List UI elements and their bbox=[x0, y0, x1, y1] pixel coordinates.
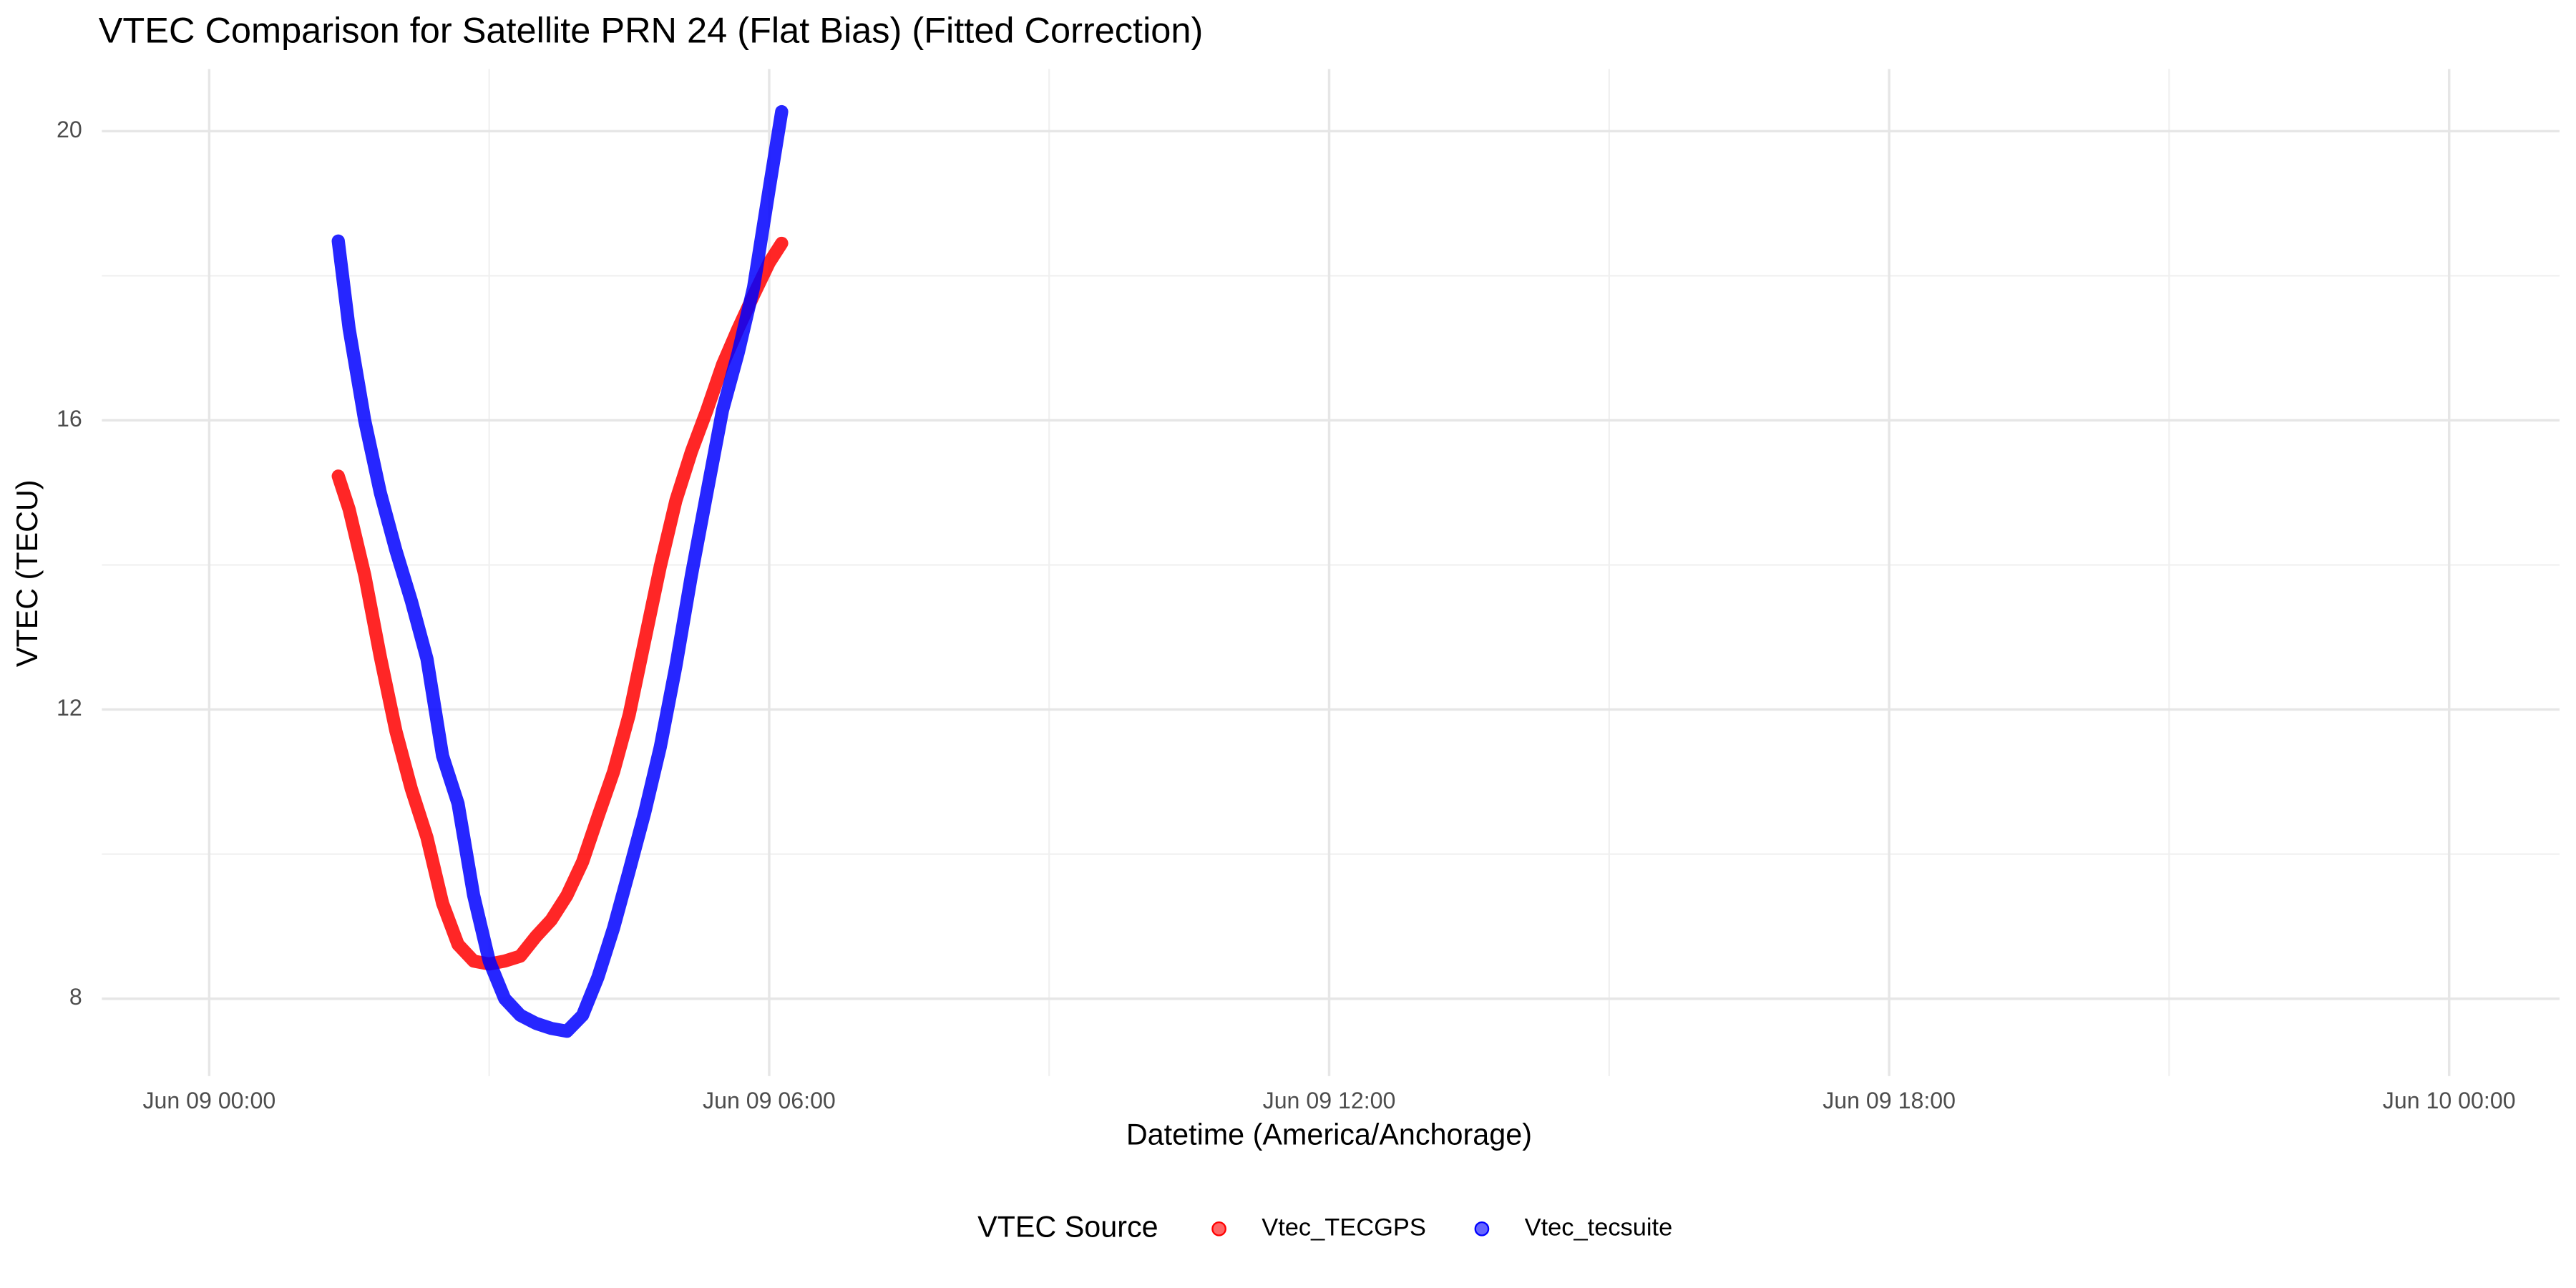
series-line bbox=[331, 236, 789, 971]
x-tick-label: Jun 09 06:00 bbox=[703, 1088, 836, 1113]
legend-label: Vtec_tecsuite bbox=[1525, 1214, 1673, 1241]
y-axis-title: VTEC (TECU) bbox=[11, 479, 44, 667]
series-line bbox=[331, 104, 789, 1038]
y-tick-label: 20 bbox=[57, 117, 82, 142]
x-axis-title: Datetime (America/Anchorage) bbox=[1126, 1118, 1532, 1151]
chart-title: VTEC Comparison for Satellite PRN 24 (Fl… bbox=[99, 9, 1204, 50]
y-tick-label: 8 bbox=[69, 984, 82, 1010]
x-tick-label: Jun 09 18:00 bbox=[1823, 1088, 1956, 1113]
legend-marker bbox=[1211, 1221, 1226, 1236]
legend-title: VTEC Source bbox=[977, 1210, 1158, 1243]
x-tick-label: Jun 10 00:00 bbox=[2383, 1088, 2516, 1113]
x-tick-label: Jun 09 12:00 bbox=[1263, 1088, 1396, 1113]
x-tick-label: Jun 09 00:00 bbox=[142, 1088, 275, 1113]
y-tick-label: 12 bbox=[57, 695, 82, 721]
y-tick-label: 16 bbox=[57, 406, 82, 431]
legend-marker bbox=[1474, 1221, 1490, 1236]
legend-label: Vtec_TECGPS bbox=[1262, 1214, 1426, 1241]
